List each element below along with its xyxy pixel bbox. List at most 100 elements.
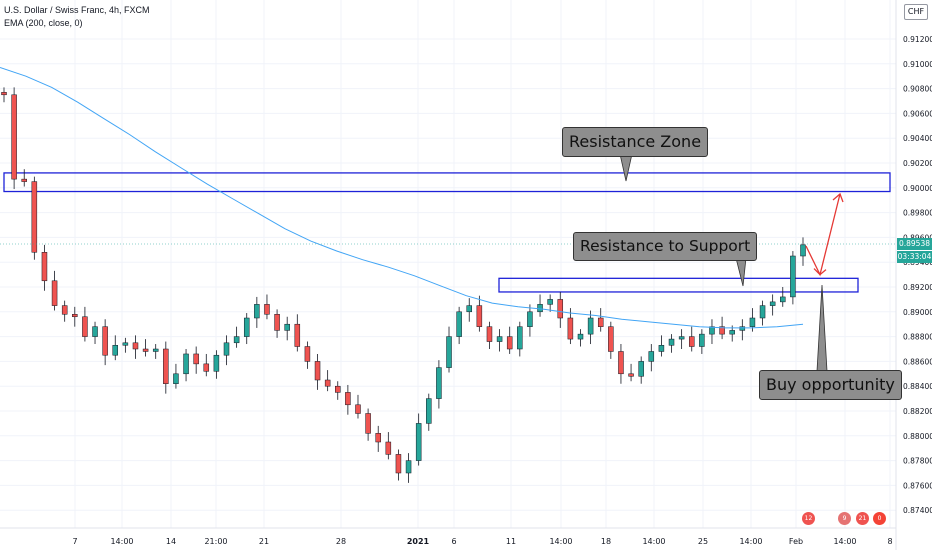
candle-body xyxy=(699,333,705,347)
candle xyxy=(324,370,331,392)
candle xyxy=(375,425,381,452)
candle xyxy=(183,349,189,382)
candle xyxy=(92,321,98,345)
price-tick-label: 0.87800 xyxy=(903,457,932,466)
candle-body xyxy=(446,336,452,368)
economic-event-icon[interactable]: 0 xyxy=(873,512,886,525)
candle-body xyxy=(638,361,644,377)
candle-body xyxy=(203,363,210,372)
economic-event-icon[interactable]: 9 xyxy=(838,512,851,525)
candle xyxy=(628,363,634,382)
candle-body xyxy=(678,336,685,340)
candle xyxy=(759,300,766,326)
candle xyxy=(709,319,715,345)
candle xyxy=(577,329,584,347)
price-tick-label: 0.90000 xyxy=(903,184,932,193)
candle xyxy=(112,335,119,361)
candle-body xyxy=(648,351,655,362)
candle-body xyxy=(688,336,695,347)
candle xyxy=(436,360,442,409)
candle xyxy=(517,321,523,357)
candle-body xyxy=(577,333,584,340)
candle-body xyxy=(102,326,108,356)
candle xyxy=(314,353,321,390)
candle xyxy=(31,176,38,260)
candle xyxy=(142,339,149,357)
candle xyxy=(537,294,543,317)
price-tick-label: 0.89800 xyxy=(903,209,932,218)
price-tick-label: 0.90200 xyxy=(903,159,932,168)
candle-body xyxy=(264,304,270,315)
candle-body xyxy=(294,323,301,347)
price-tick-label: 0.90800 xyxy=(903,85,932,94)
candle-body xyxy=(122,342,129,346)
candle xyxy=(203,353,210,377)
candle-body xyxy=(547,299,553,305)
economic-event-icon[interactable]: 12 xyxy=(802,512,815,525)
time-tick-label: 14:00 xyxy=(739,537,762,546)
candle-body xyxy=(82,316,88,337)
candle-body xyxy=(11,94,17,180)
candle xyxy=(51,270,58,311)
candle-body xyxy=(243,317,250,337)
time-tick-label: 21 xyxy=(259,537,269,546)
price-tick-label: 0.91200 xyxy=(903,35,932,44)
price-tick-label: 0.88000 xyxy=(903,432,932,441)
time-tick-label: 18 xyxy=(601,537,611,546)
candle-body xyxy=(345,392,351,406)
resistance-zone-callout[interactable]: Resistance Zone xyxy=(562,127,709,157)
candle-body xyxy=(658,345,665,352)
candle-body xyxy=(436,367,442,399)
time-tick-label: 14:00 xyxy=(642,537,665,546)
resistance-zone-box xyxy=(3,172,891,193)
candle xyxy=(790,251,796,305)
callout-pointer xyxy=(619,153,633,182)
candle xyxy=(668,334,675,353)
candle-body xyxy=(61,305,68,315)
candle xyxy=(800,237,806,266)
buy-opportunity-callout[interactable]: Buy opportunity xyxy=(759,370,902,400)
time-tick-label: 21:00 xyxy=(204,537,227,546)
candle-body xyxy=(365,413,371,434)
candle-body xyxy=(597,317,604,327)
candle-body xyxy=(1,92,7,96)
candle-body xyxy=(506,336,513,350)
time-tick-label: 11 xyxy=(506,537,516,546)
candle xyxy=(213,350,220,379)
candle xyxy=(163,341,169,394)
candle-body xyxy=(112,345,119,356)
candle-body xyxy=(628,373,634,377)
callout-pointer xyxy=(735,257,747,287)
time-tick-label: 14:00 xyxy=(110,537,133,546)
price-tick-label: 0.88600 xyxy=(903,357,932,366)
candle xyxy=(102,319,108,366)
candle xyxy=(72,306,78,327)
price-tick-label: 0.88400 xyxy=(903,382,932,391)
candle xyxy=(476,295,483,332)
candle xyxy=(223,335,230,366)
time-tick-label: 6 xyxy=(451,537,456,546)
candle xyxy=(506,326,513,354)
candle-body xyxy=(395,454,402,474)
grid-lines xyxy=(0,0,896,528)
support-zone-box xyxy=(498,277,859,293)
candle-body xyxy=(668,338,675,346)
economic-event-icon[interactable]: 21 xyxy=(856,512,869,525)
candle xyxy=(780,287,786,307)
candle-body xyxy=(152,348,159,352)
candle-body xyxy=(304,346,311,362)
candle-body xyxy=(608,326,614,352)
candle xyxy=(527,304,533,337)
resistance-to-support-callout[interactable]: Resistance to Support xyxy=(573,232,758,261)
candle-body xyxy=(274,314,280,331)
candle-body xyxy=(223,342,230,356)
candle-body xyxy=(537,304,543,313)
candle xyxy=(769,294,776,316)
time-tick-label: 8 xyxy=(887,537,892,546)
currency-badge[interactable]: CHF xyxy=(904,4,928,20)
time-tick-label: 7 xyxy=(72,537,77,546)
candle xyxy=(466,298,472,322)
candle xyxy=(567,308,574,345)
candlestick-series xyxy=(1,87,806,483)
